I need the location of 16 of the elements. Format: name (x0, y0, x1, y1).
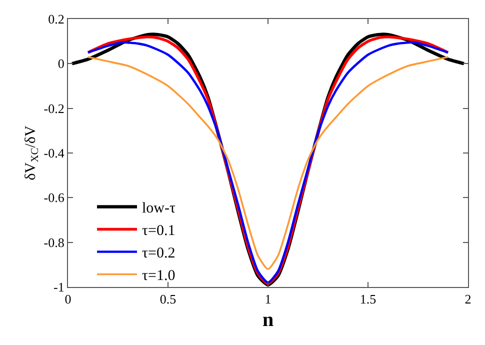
y-tick-label: -0.4 (44, 146, 65, 161)
x-tick-label: 1.5 (360, 292, 376, 307)
y-tick-label: -0.8 (44, 234, 64, 250)
y-tick-label: 0.2 (48, 12, 64, 27)
legend-label: low-τ (142, 200, 176, 217)
x-axis-title: n (262, 309, 274, 332)
x-tick-label: 0.5 (160, 292, 176, 307)
x-tick-label: 1 (264, 292, 272, 307)
y-tick-label: 0 (58, 56, 64, 72)
y-tick-label: -1 (54, 280, 64, 295)
legend-label: τ=0.1 (142, 223, 176, 240)
legend-label: τ=1.0 (142, 268, 176, 284)
y-tick-label: -0.2 (44, 100, 64, 116)
y-tick-label: -0.6 (44, 190, 65, 206)
x-tick-label: 2 (464, 292, 472, 307)
legend-label: τ=0.2 (142, 246, 176, 262)
